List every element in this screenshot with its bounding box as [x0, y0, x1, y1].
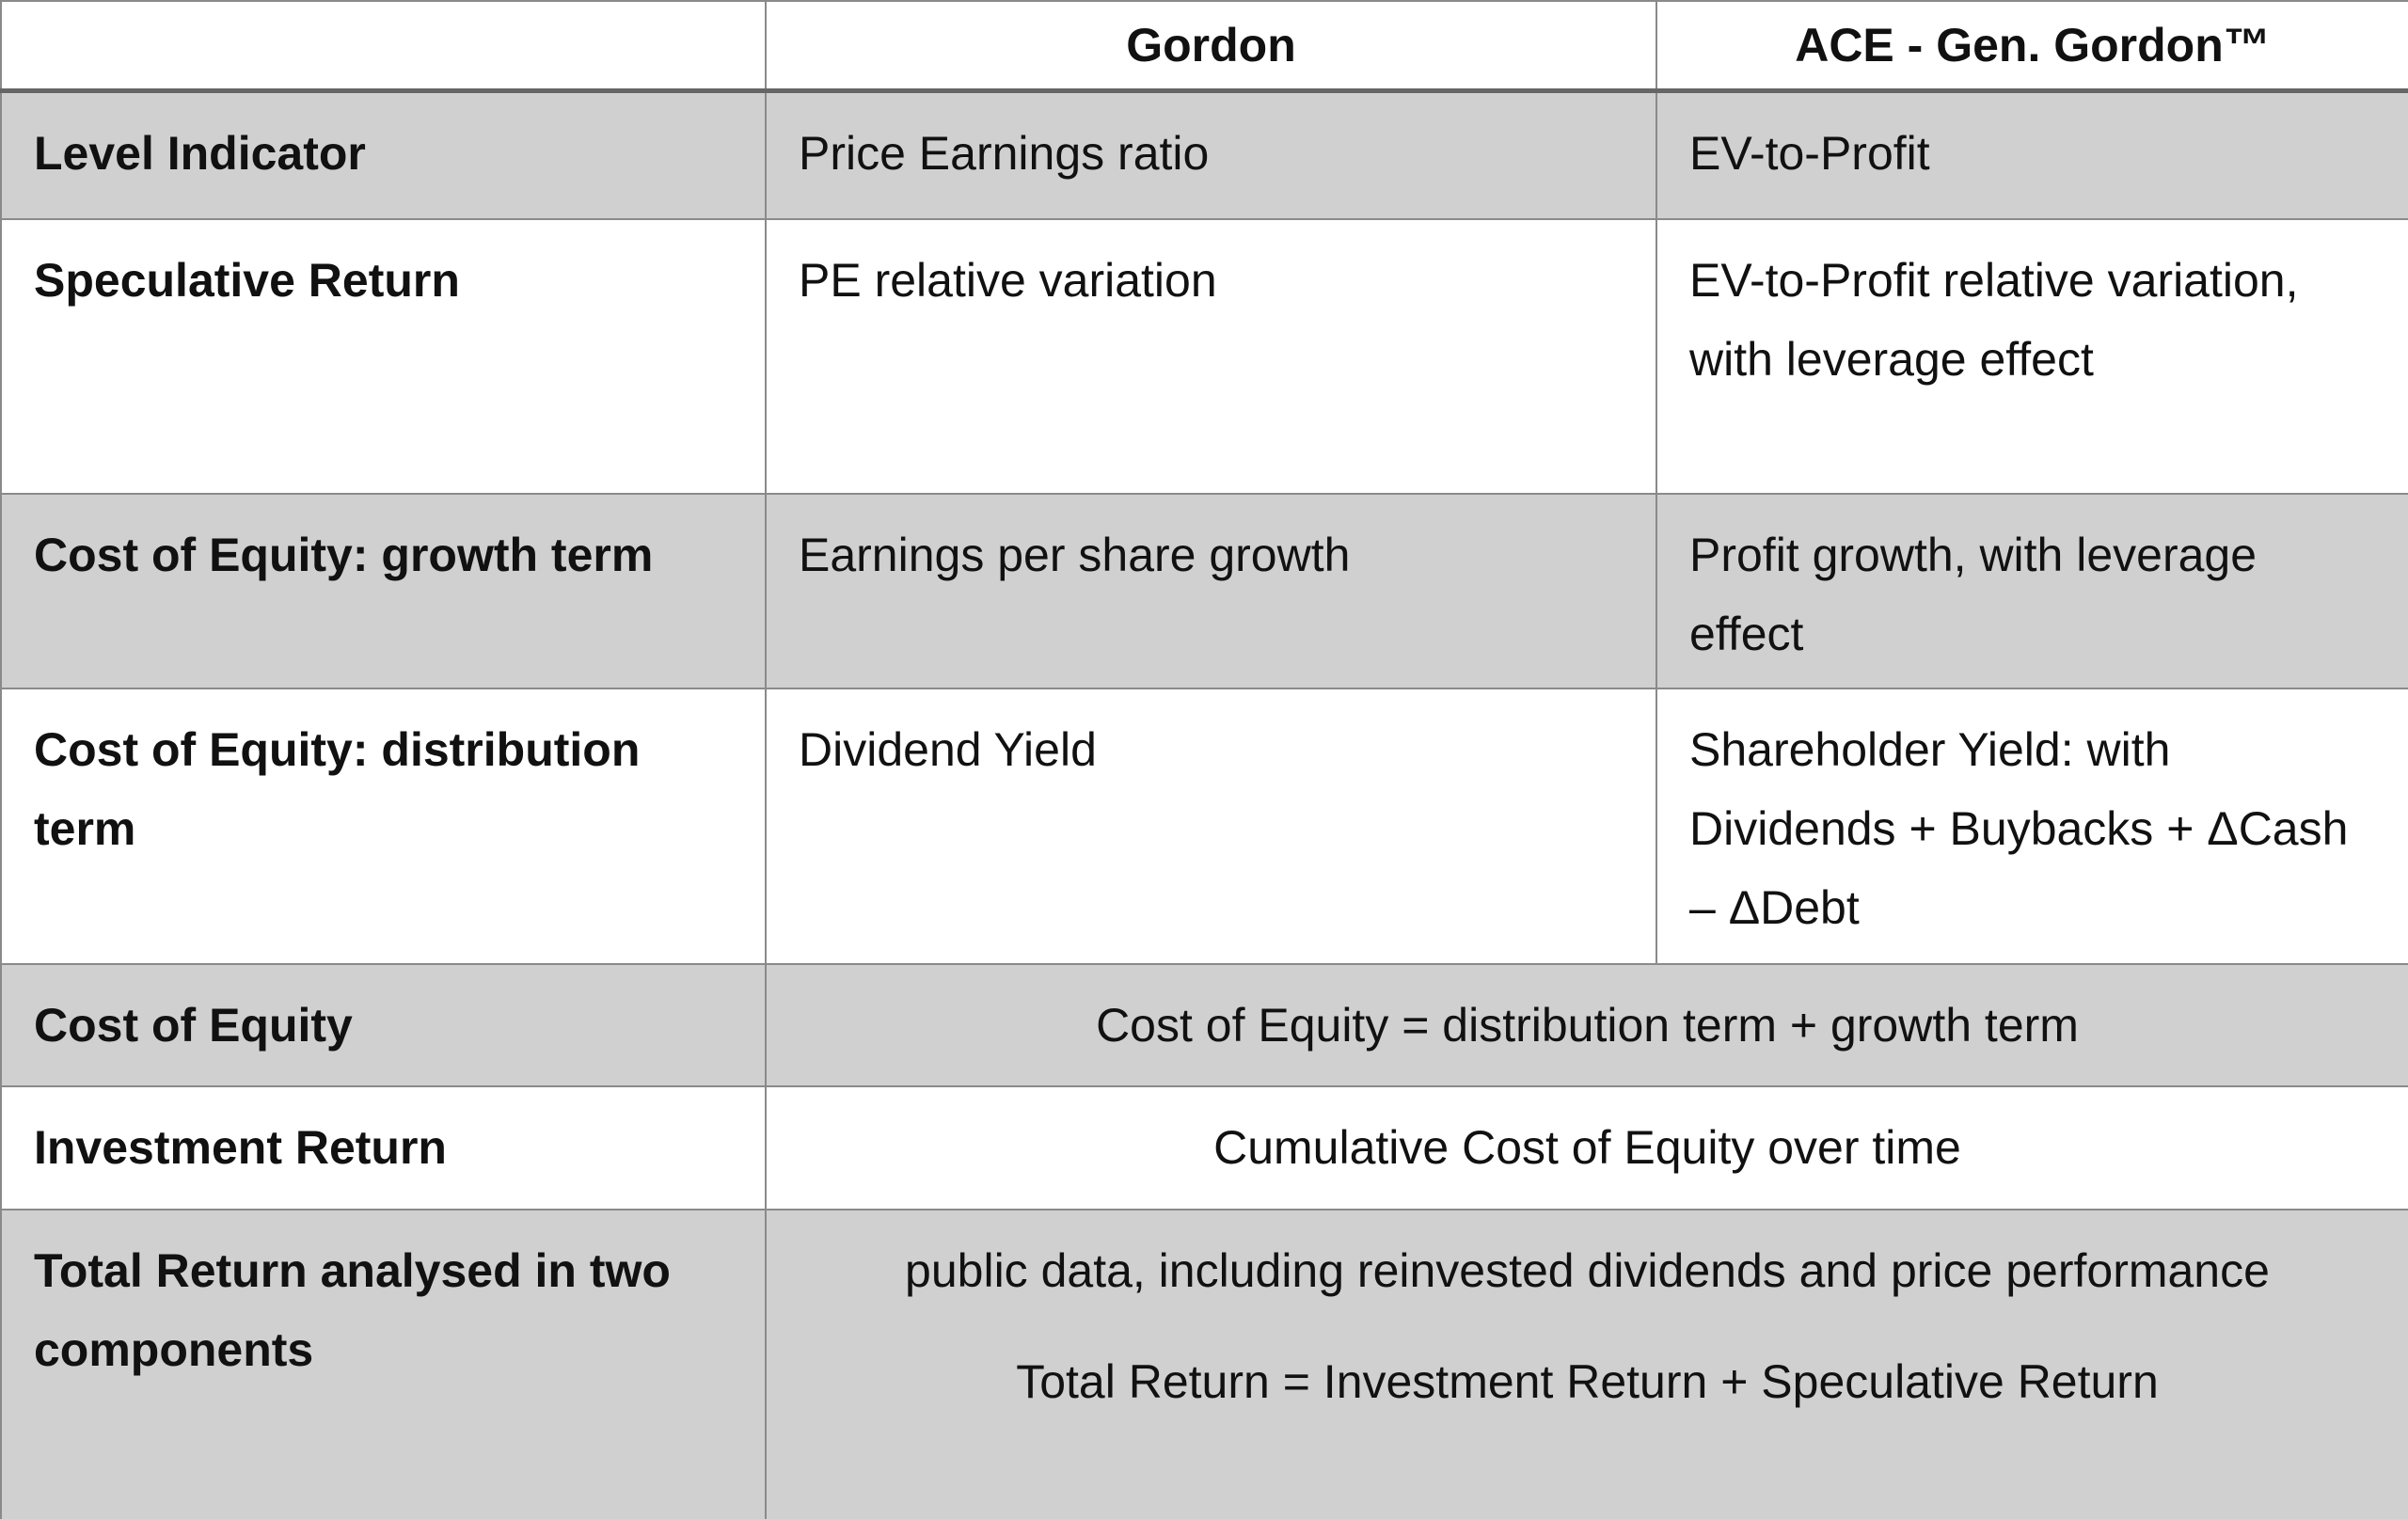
row-label: Cost of Equity: distribution term [0, 688, 767, 965]
merged-cell: public data, including reinvested divide… [765, 1209, 2408, 1519]
cell-paragraph: Cumulative Cost of Equity over time [1213, 1121, 1961, 1174]
table-cell: Profit growth, with leverage effect [1656, 493, 2408, 689]
table-row: Cost of Equity: distribution term Dividen… [0, 688, 2408, 965]
table-body: Level Indicator Price Earnings ratio EV-to… [0, 89, 2408, 1519]
row-label: Cost of Equity: growth term [0, 493, 767, 689]
table-cell: Dividend Yield [765, 688, 1657, 965]
table-cell: Shareholder Yield: with Dividends + Buyb… [1656, 688, 2408, 965]
cell-paragraph: Cost of Equity = distribution term + gro… [1096, 999, 2079, 1052]
cell-paragraph: Total Return = Investment Return + Specu… [1016, 1355, 2159, 1408]
table-cell: EV-to-Profit [1656, 89, 2408, 220]
row-label: Total Return analysed in two components [0, 1209, 767, 1519]
table-row: Investment Return Cumulative Cost of Equi… [0, 1085, 2408, 1210]
header-corner [0, 0, 767, 93]
table-row: Level Indicator Price Earnings ratio EV-to… [0, 89, 2408, 220]
row-label: Investment Return [0, 1085, 767, 1210]
table-row: Cost of Equity Cost of Equity = distribut… [0, 963, 2408, 1087]
header-cell: Gordon [765, 0, 1657, 93]
header-row: Gordon ACE - Gen. Gordon™ [0, 0, 2408, 93]
table-cell: Earnings per share growth [765, 493, 1657, 689]
merged-cell: Cumulative Cost of Equity over time [765, 1085, 2408, 1210]
table-cell: Price Earnings ratio [765, 89, 1657, 220]
table-row: Speculative Return PE relative variation E… [0, 218, 2408, 495]
table-row: Total Return analysed in two components p… [0, 1209, 2408, 1519]
row-label: Level Indicator [0, 89, 767, 220]
row-label: Speculative Return [0, 218, 767, 495]
table-row: Cost of Equity: growth term Earnings per … [0, 493, 2408, 689]
merged-cell: Cost of Equity = distribution term + gro… [765, 963, 2408, 1087]
table-cell: EV-to-Profit relative variation, with le… [1656, 218, 2408, 495]
header-cell: ACE - Gen. Gordon™ [1656, 0, 2408, 93]
cell-paragraph: public data, including reinvested divide… [905, 1244, 2270, 1297]
table-cell: PE relative variation [765, 218, 1657, 495]
row-label: Cost of Equity [0, 963, 767, 1087]
